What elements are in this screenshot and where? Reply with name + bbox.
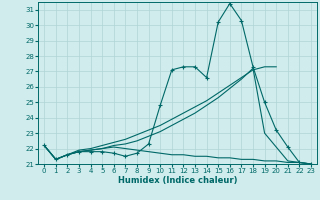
X-axis label: Humidex (Indice chaleur): Humidex (Indice chaleur) — [118, 176, 237, 185]
